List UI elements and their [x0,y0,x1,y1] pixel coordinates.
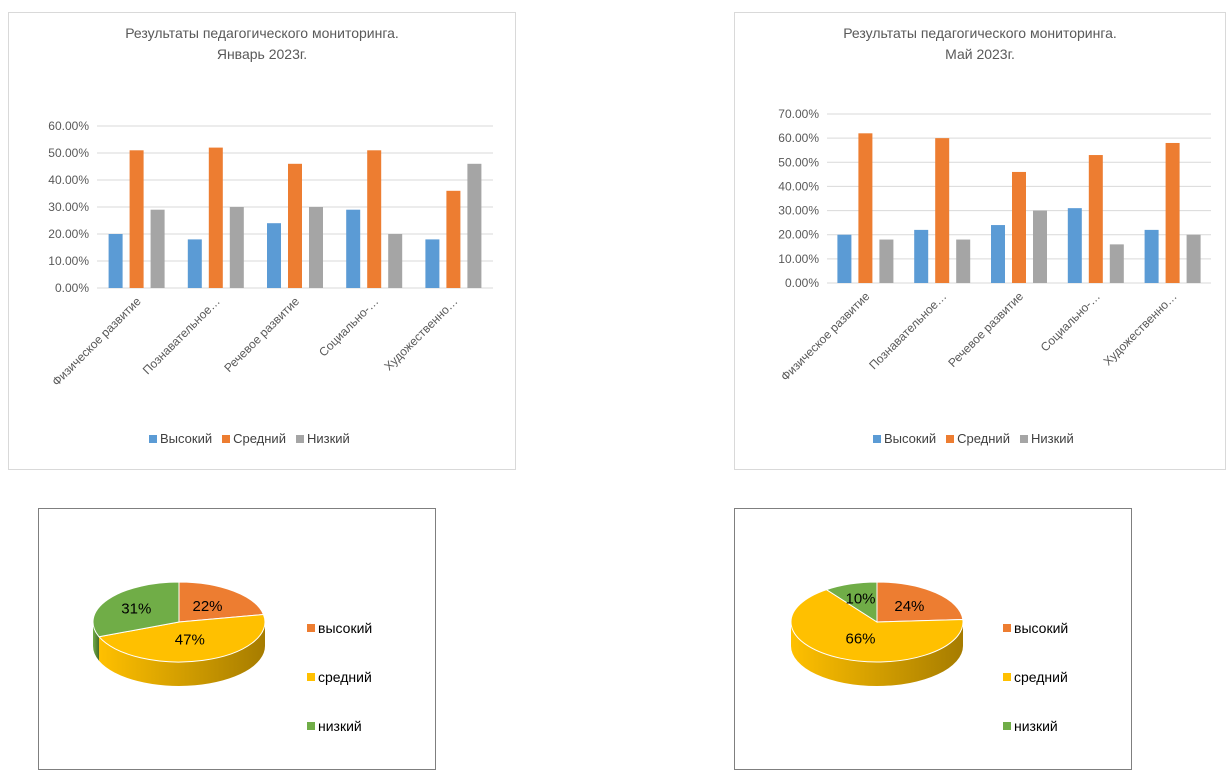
bar [467,163,482,288]
bar [1033,210,1047,283]
legend-item-high: Высокий [149,431,212,446]
chart-subtitle: Май 2023г. [945,46,1015,62]
bar [288,163,302,288]
x-tick-label: Художественно… [381,294,460,373]
legend-item-high: высокий [1003,617,1068,639]
bar [388,234,403,288]
y-tick-label: 10.00% [778,252,819,266]
pie-legend: высокий средний низкий [1003,617,1068,764]
bar [1165,142,1180,283]
x-tick-label: Социально-… [1038,289,1103,354]
chart-subtitle: Январь 2023г. [216,46,308,62]
x-tick-label: Художественно… [1101,289,1180,368]
y-tick-label: 30.00% [48,200,89,214]
bar-plot-may: 0.00% 10.00% 20.00% 30.00% 40.00% 50.00% 60.00… [778,107,1211,384]
legend-item-high: высокий [307,617,372,639]
y-tick-label: 30.00% [778,204,819,218]
bar [367,150,382,288]
bar-chart-january: Результаты педагогического мониторинга. … [8,12,516,470]
bar-chart-may: Результаты педагогического мониторинга. … [734,12,1226,470]
bar [879,239,894,283]
pie-plot-january: 22% 47% 31% [92,581,266,686]
pie-chart-may: 24% 66% 10% высокий средний низкий [734,508,1132,770]
legend-item-medium: Средний [946,431,1010,446]
bar [187,239,202,288]
bar [1088,155,1103,283]
x-tick-label: Социально-… [316,294,381,359]
bar [991,225,1005,283]
pie-value-label: 10% [846,590,876,607]
y-tick-label: 20.00% [48,227,89,241]
x-tick-label: Речевое развитие [945,289,1026,370]
bar [346,209,361,288]
bar [956,239,971,283]
y-tick-label: 40.00% [778,179,819,193]
bar [1186,234,1201,283]
bar [446,190,461,288]
bar [229,207,244,288]
pie-slice [98,613,266,663]
bar-plot-january: 0.00% 10.00% 20.00% 30.00% 40.00% 50.00% 60.00… [48,119,493,389]
pie-side [791,622,963,686]
legend-item-low: низкий [307,715,372,737]
y-tick-label: 60.00% [48,119,89,133]
bar [129,150,144,288]
bar [309,207,323,288]
chart-legend: Высокий Средний Низкий [873,431,1074,446]
bar [1012,171,1026,283]
legend-item-low: низкий [1003,715,1068,737]
pie-value-label: 31% [121,601,151,618]
bar [858,133,873,283]
legend-item-medium: Средний [222,431,286,446]
pie-value-label: 47% [175,631,205,648]
y-tick-label: 20.00% [778,228,819,242]
bar [914,229,929,283]
pie-side [93,622,100,661]
bar [1144,229,1159,283]
pie-slice [178,581,265,623]
bar [425,239,440,288]
chart-title: Результаты педагогического мониторинга. [125,25,399,41]
legend-item-high: Высокий [873,431,936,446]
pie-value-label: 66% [846,630,876,647]
y-tick-label: 0.00% [785,276,819,290]
bar [267,223,281,288]
legend-item-medium: средний [1003,666,1068,688]
bar [150,209,165,288]
pie-value-label: 22% [192,598,222,615]
x-tick-label: Физическое развитие [49,294,144,389]
x-tick-label: Речевое развитие [221,294,302,375]
pie-slice [825,581,878,623]
legend-item-medium: средний [307,666,372,688]
bar [208,147,223,288]
bar [1067,208,1082,283]
pie-legend: высокий средний низкий [307,617,372,764]
pie-slice [790,589,964,663]
pie-slice [876,581,964,623]
y-tick-label: 40.00% [48,173,89,187]
x-tick-label: Физическое развитие [778,289,873,384]
legend-item-low: Низкий [295,431,350,446]
pie-slice [92,581,180,638]
y-tick-label: 0.00% [55,281,89,295]
y-tick-label: 50.00% [778,155,819,169]
bar [837,234,852,283]
y-tick-label: 60.00% [778,131,819,145]
x-tick-label: Познавательное… [140,294,223,377]
bar [1109,244,1124,283]
pie-side [99,622,266,686]
pie-value-label: 24% [894,598,924,615]
pie-chart-january: 22% 47% 31% высокий средний низкий [38,508,436,770]
x-tick-label: Познавательное… [866,289,949,372]
chart-title: Результаты педагогического мониторинга. [843,25,1117,41]
legend-item-low: Низкий [1019,431,1074,446]
y-tick-label: 50.00% [48,146,89,160]
y-tick-label: 10.00% [48,254,89,268]
pie-plot-may: 24% 66% 10% [790,581,964,686]
y-tick-label: 70.00% [778,107,819,121]
bar [935,138,950,283]
chart-legend: Высокий Средний Низкий [149,431,350,446]
bar [108,234,123,288]
